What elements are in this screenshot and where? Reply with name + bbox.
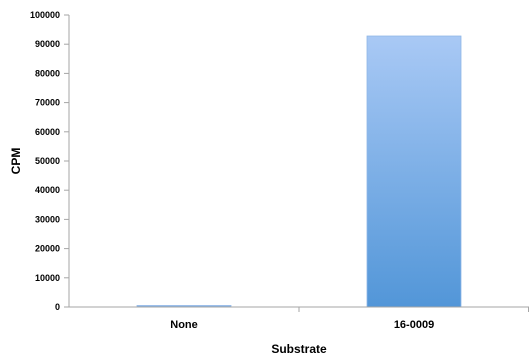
x-tick-label: 16-0009 xyxy=(394,319,434,331)
x-axis-ticks: None 16-0009 xyxy=(170,307,529,331)
y-tick-label: 20000 xyxy=(35,244,60,254)
bar-16-0009 xyxy=(366,35,462,308)
x-tick-label: None xyxy=(170,319,198,331)
y-axis-title: CPM xyxy=(9,148,23,175)
y-tick-label: 70000 xyxy=(35,98,60,108)
bars xyxy=(136,35,462,308)
y-axis-ticks: 0 10000 20000 30000 40000 50000 60000 70000 8000… xyxy=(30,10,69,312)
y-tick-label: 60000 xyxy=(35,127,60,137)
y-tick-label: 10000 xyxy=(35,273,60,283)
y-tick-label: 100000 xyxy=(30,10,60,20)
y-tick-label: 0 xyxy=(55,302,60,312)
y-tick-label: 40000 xyxy=(35,185,60,195)
y-tick-label: 30000 xyxy=(35,214,60,224)
y-tick-label: 80000 xyxy=(35,68,60,78)
y-tick-label: 90000 xyxy=(35,39,60,49)
y-tick-label: 50000 xyxy=(35,156,60,166)
x-axis-title: Substrate xyxy=(271,342,327,356)
